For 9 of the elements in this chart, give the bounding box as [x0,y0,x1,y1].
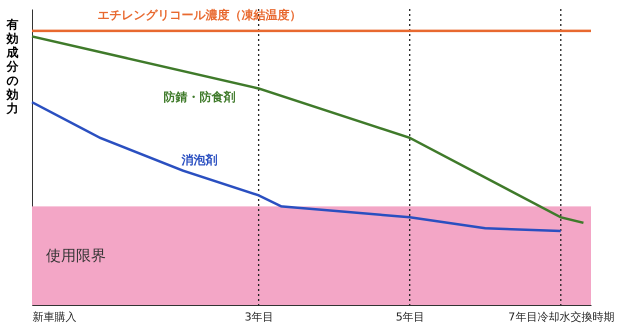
series-label: 消泡剤 [180,153,218,168]
x-tick-label: 7年目冷却水交換時期 [508,310,614,324]
x-tick-label: 3年目 [244,310,274,324]
x-tick-label: 新車購入 [32,310,76,324]
series-label: エチレングリコール濃度（凍結温度） [98,8,302,22]
x-tick-label: 5年目 [396,310,425,324]
y-axis-title: 有効成分の効力 [6,18,20,116]
series-label: 防錆・防食剤 [164,90,236,104]
band-label: 使用限界 [46,246,106,265]
